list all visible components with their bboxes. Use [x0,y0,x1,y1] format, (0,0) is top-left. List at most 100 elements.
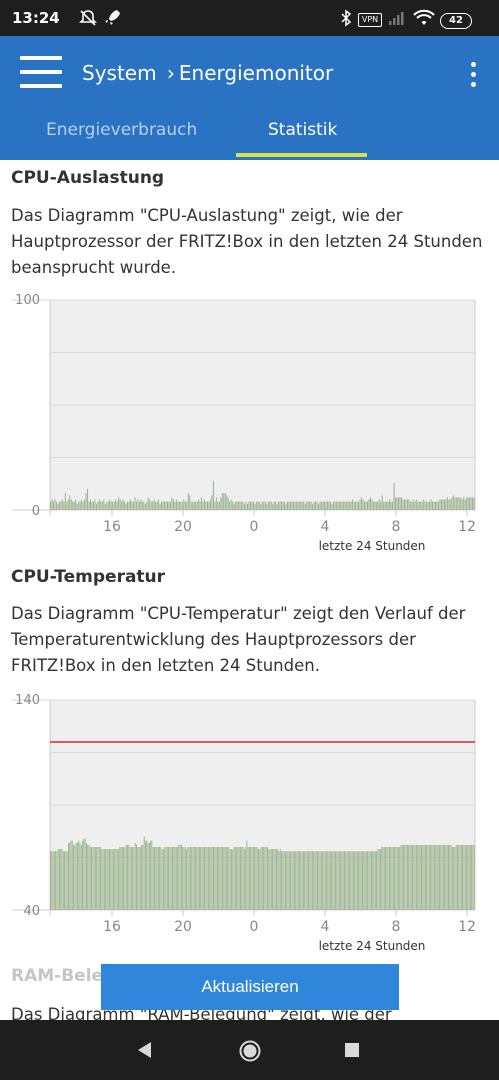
data-bar [392,847,394,910]
data-bar [442,499,444,510]
data-bar [338,851,340,910]
data-bar [231,849,232,910]
data-bar [85,842,87,910]
data-bar [421,844,422,910]
data-bar [182,847,184,910]
data-bar [156,501,158,510]
data-bar [289,501,291,510]
data-bar [220,847,222,910]
data-bar [270,849,272,910]
data-bar [125,844,127,910]
data-bar [155,501,157,510]
recents-icon[interactable] [345,1043,359,1057]
data-bar [297,851,299,910]
data-bar [224,847,226,910]
data-bar [427,844,429,910]
data-bar [302,851,304,910]
data-bar [140,499,142,510]
data-bar [229,501,231,510]
data-bar [469,497,471,510]
hamburger-menu-icon[interactable] [20,56,62,90]
data-bar [82,840,83,910]
data-bar [423,499,425,510]
data-bar [279,849,281,910]
x-tick-label: 0 [250,919,259,935]
data-bar [101,501,103,510]
data-bar [120,847,122,910]
refresh-button[interactable]: Aktualisieren [101,964,399,1010]
data-bar [142,844,144,910]
data-bar [223,847,225,910]
data-bar [350,501,352,510]
more-options-icon[interactable] [462,62,486,88]
data-bar [184,501,186,510]
data-bar [306,851,308,910]
back-icon[interactable] [138,1042,152,1058]
data-bar [270,501,272,510]
data-bar [50,851,51,910]
data-bar [178,844,180,910]
data-bar [366,501,368,510]
data-bar [309,501,311,510]
data-bar [78,840,80,910]
data-bar [354,851,356,910]
x-tick-label: 4 [321,519,330,535]
data-bar [243,503,246,510]
data-bar [159,503,161,510]
data-bar [380,501,382,510]
data-bar [292,501,294,510]
data-bar [73,501,75,510]
data-bar [174,847,176,910]
data-bar [275,501,277,510]
section-heading-cpu-temperature: CPU-Temperatur [11,567,166,587]
data-bar [396,847,398,910]
data-bar [384,501,386,510]
data-bar [219,847,221,910]
data-bar [92,501,94,510]
data-bar [440,499,442,510]
tab-statistik[interactable]: Statistik [268,120,338,140]
data-bar [418,844,420,910]
data-bar [457,844,458,910]
data-bar [346,501,348,510]
data-bar [273,849,275,910]
data-bar [238,501,240,510]
data-bar [51,851,53,910]
x-tick-label: 4 [321,919,330,935]
data-bar [455,497,457,510]
data-bar [195,501,197,510]
data-bar [454,847,456,910]
data-bar [97,501,99,510]
data-bar [460,844,462,910]
data-bar [461,499,463,510]
tab-energieverbrauch[interactable]: Energieverbrauch [46,120,198,140]
mute-bell-icon [79,10,97,26]
data-bar [64,851,66,910]
data-bar [257,501,259,510]
data-bar [67,499,69,510]
data-bar [101,849,103,910]
data-bar [177,847,179,910]
home-icon[interactable] [239,1040,261,1062]
data-bar [147,497,149,510]
data-bar [118,849,119,910]
data-bar [422,844,424,910]
data-bar [106,501,108,510]
data-bar [333,851,335,910]
statistics-content[interactable]: CPU-Auslastung Das Diagramm "CPU-Auslast… [0,160,499,1020]
data-bar [218,501,220,510]
data-bar [283,851,285,910]
data-bar [284,851,286,910]
data-bar [435,501,437,510]
data-bar [437,501,440,510]
data-bar [212,480,214,510]
data-bar [207,847,209,910]
data-bar [211,495,213,510]
data-bar [332,501,334,510]
data-bar [124,501,126,510]
data-bar [115,499,117,510]
data-bar [76,503,78,510]
data-bar [249,501,251,510]
data-bar [439,844,440,910]
data-bar [69,842,71,910]
